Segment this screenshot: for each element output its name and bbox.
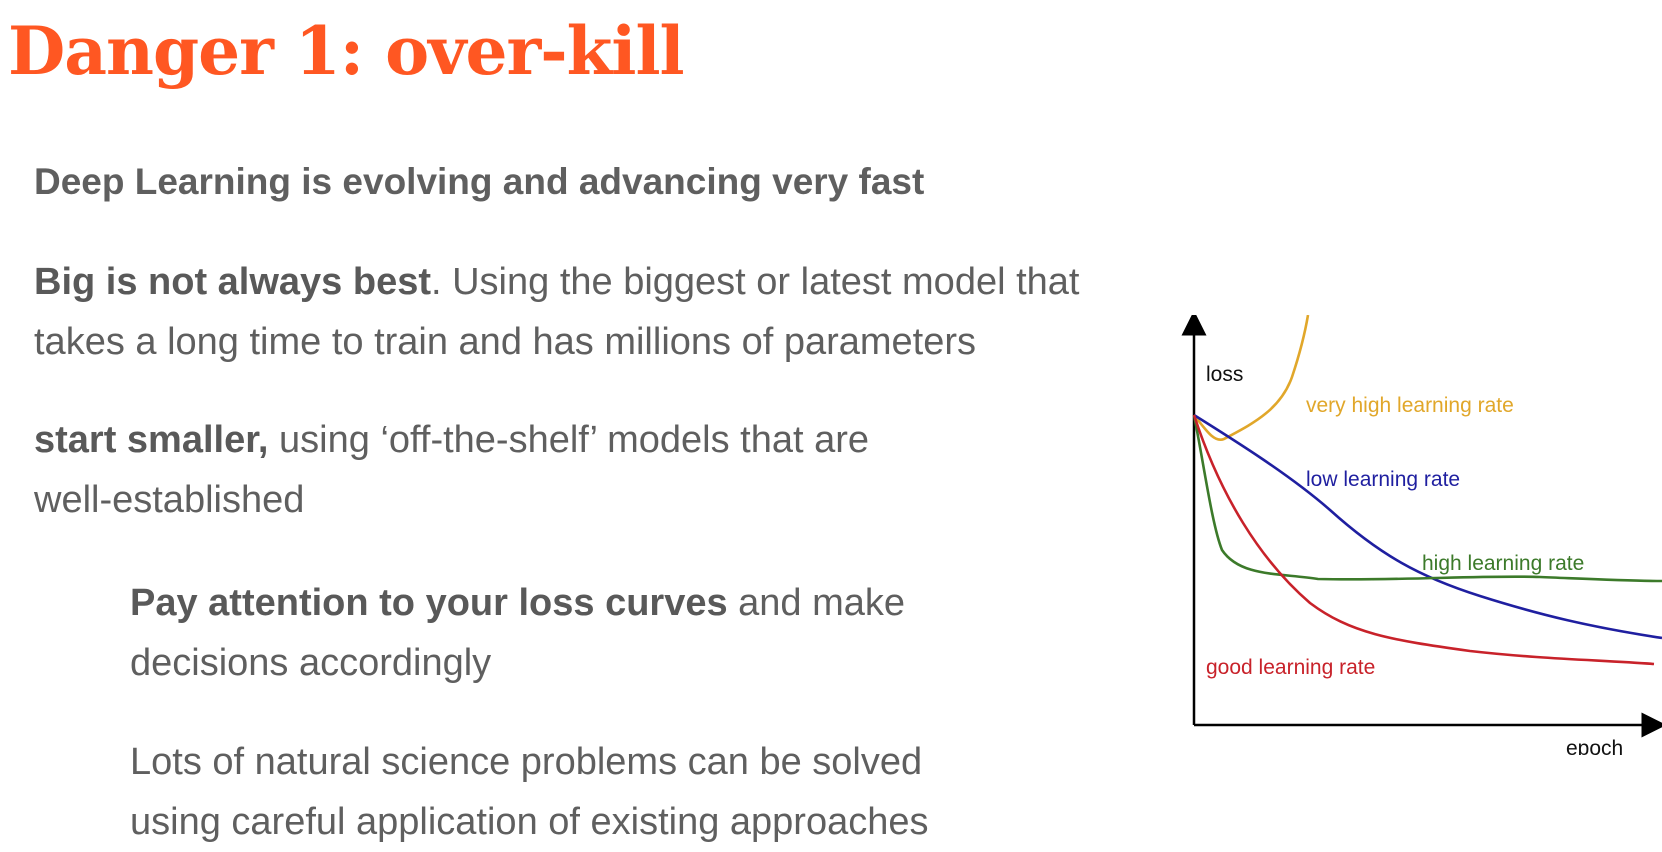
point-big-not-best: Big is not always best. Using the bigges… xyxy=(34,252,1079,372)
point-big-not-best-bold: Big is not always best xyxy=(34,261,431,303)
series-line-low-learning-rate xyxy=(1193,413,1662,640)
x-axis-label: epoch xyxy=(1566,737,1623,755)
point-start-smaller-bold: start smaller, xyxy=(34,419,269,461)
point-start-smaller-line2: well-established xyxy=(34,479,305,521)
point-start-smaller-rest: using ‘off-the-shelf’ models that are xyxy=(268,419,870,461)
series-line-very-high-learning-rate xyxy=(1192,314,1310,442)
point-evolving-fast-text: Deep Learning is evolving and advancing … xyxy=(34,161,925,202)
point-natural-science-line1: Lots of natural science problems can be … xyxy=(130,741,923,783)
point-natural-science: Lots of natural science problems can be … xyxy=(130,732,929,852)
loss-curves-chart: loss epoch very high learning rate low l… xyxy=(1180,310,1662,760)
series-label-good-learning-rate: good learning rate xyxy=(1206,656,1375,679)
y-axis-label: loss xyxy=(1206,363,1243,386)
series-line-good-learning-rate xyxy=(1192,414,1655,666)
point-start-smaller: start smaller, using ‘off-the-shelf’ mod… xyxy=(34,410,869,530)
point-big-not-best-line2: takes a long time to train and has milli… xyxy=(34,321,977,363)
point-loss-curves-bold: Pay attention to your loss curves xyxy=(130,582,728,624)
series-label-very-high-learning-rate: very high learning rate xyxy=(1306,394,1514,417)
series-label-low-learning-rate: low learning rate xyxy=(1306,468,1460,491)
point-natural-science-line2: using careful application of existing ap… xyxy=(130,801,929,843)
slide-title: Danger 1: over-kill xyxy=(8,12,685,90)
loss-chart-svg: loss epoch very high learning rate low l… xyxy=(1181,310,1662,760)
point-loss-curves: Pay attention to your loss curves and ma… xyxy=(130,573,905,693)
point-loss-curves-line2: decisions accordingly xyxy=(130,642,492,684)
series-line-high-learning-rate xyxy=(1192,414,1662,583)
point-loss-curves-rest: and make xyxy=(727,582,906,624)
point-evolving-fast: Deep Learning is evolving and advancing … xyxy=(34,152,924,212)
point-big-not-best-rest: . Using the biggest or latest model that xyxy=(431,261,1080,303)
series-label-high-learning-rate: high learning rate xyxy=(1422,552,1584,575)
